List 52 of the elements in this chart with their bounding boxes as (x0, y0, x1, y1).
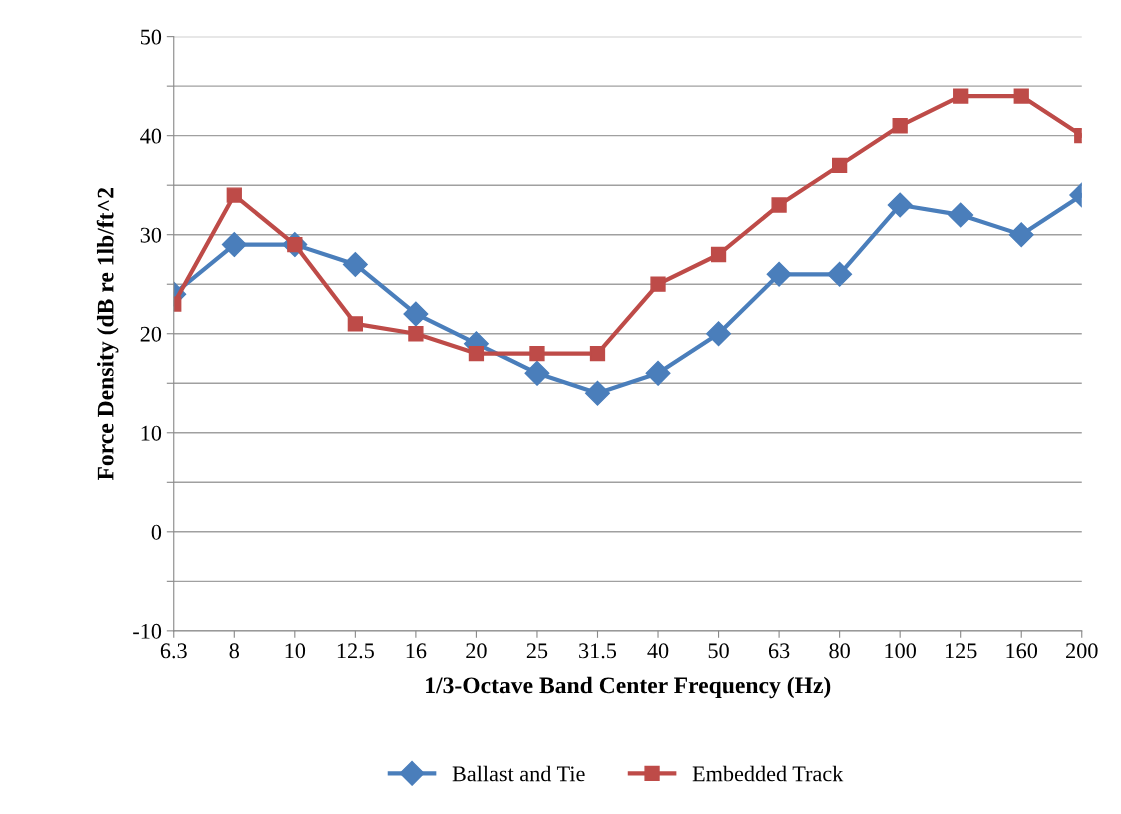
point (831, 157, 848, 174)
point (948, 202, 974, 228)
y-tick-label: 40 (140, 128, 162, 144)
point (226, 187, 242, 203)
point (1008, 222, 1034, 248)
x-tick-label: 10 (285, 643, 306, 659)
point (771, 197, 787, 213)
point (403, 301, 429, 327)
point (710, 246, 727, 263)
x-tick-label: 125 (945, 643, 977, 659)
x-tick-label: 63 (768, 643, 790, 659)
point (645, 360, 671, 386)
point (953, 88, 969, 104)
y-tick-label: -10 (133, 623, 162, 639)
x-tick-label: 100 (885, 643, 916, 659)
point (347, 316, 363, 332)
point (1013, 88, 1029, 104)
point (650, 276, 666, 292)
point (887, 192, 913, 218)
y-tick-label: 50 (141, 29, 162, 45)
y-tick-label: 30 (140, 227, 162, 243)
point (524, 360, 550, 386)
x-tick-label: 50 (708, 643, 729, 659)
point (585, 380, 610, 406)
x-tick-label: 16 (406, 643, 427, 659)
point (529, 345, 545, 362)
x-tick-label: 80 (829, 643, 850, 659)
point (766, 261, 792, 287)
x-tick-label: 6.3 (160, 643, 187, 659)
legend-label: Embedded Track (692, 765, 844, 782)
point (589, 345, 606, 362)
x-tick-label: 40 (647, 643, 669, 659)
x-tick-label: 200 (1066, 643, 1098, 659)
point (827, 261, 853, 287)
point (892, 118, 908, 134)
x-axis-title: 1/3-Octave Band Center Frequency (Hz) (426, 676, 831, 699)
y-axis-title: Force Density (dB re 1lb/ft^2 (96, 187, 119, 481)
legend-label: Ballast and Tie (452, 765, 585, 782)
y-tick-label: 0 (151, 524, 162, 540)
x-tick-label: 25 (526, 643, 548, 659)
y-tick-label: 10 (141, 425, 162, 441)
y-tick-label: 20 (140, 326, 162, 342)
point (468, 345, 485, 362)
x-tick-label: 12.5 (337, 643, 374, 659)
x-tick-label: 31.5 (579, 643, 617, 659)
x-tick-label: 8 (229, 643, 239, 659)
point (342, 251, 368, 277)
point (706, 321, 732, 347)
x-tick-label: 160 (1006, 643, 1038, 659)
x-tick-label: 20 (466, 643, 487, 659)
point (408, 326, 424, 342)
point (221, 232, 247, 258)
